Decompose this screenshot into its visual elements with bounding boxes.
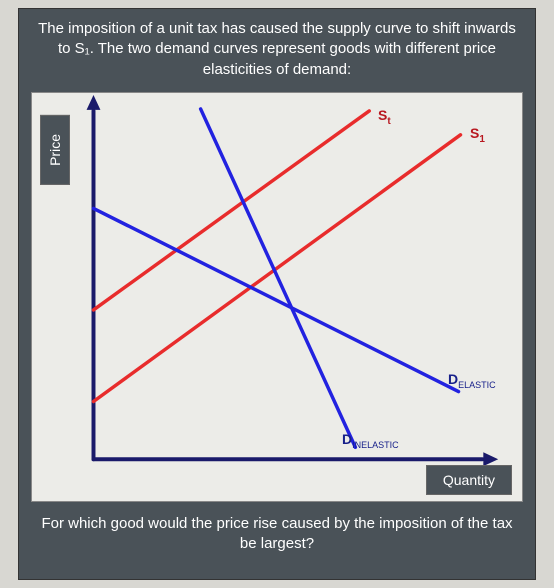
series-D_elastic [93, 208, 458, 391]
label-Dinelastic: DINELASTIC [342, 431, 399, 450]
chart-svg [32, 93, 522, 501]
header-text: The imposition of a unit tax has caused … [19, 9, 535, 92]
label-St: St [378, 107, 391, 127]
series-St [93, 111, 369, 310]
x-axis-label: Quantity [426, 465, 512, 495]
series-D_inelastic [201, 109, 356, 447]
label-Delastic: DELASTIC [448, 371, 496, 390]
footer-text: For which good would the price rise caus… [19, 502, 535, 567]
figure-card: The imposition of a unit tax has caused … [18, 8, 536, 580]
label-S1: S1 [470, 125, 485, 145]
chart-area: Price StS1DELASTICDINELASTIC Quantity [31, 92, 523, 502]
